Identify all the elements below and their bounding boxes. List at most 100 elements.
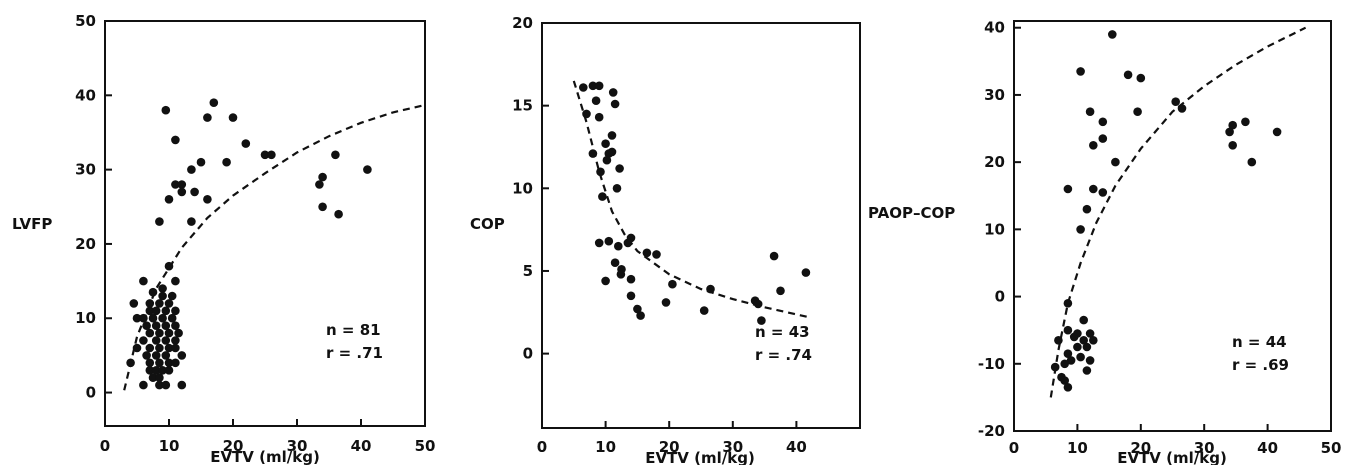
data-point	[139, 336, 148, 345]
data-point	[596, 167, 605, 177]
data-point	[1054, 336, 1063, 345]
x-tick-label: 10	[1067, 439, 1088, 457]
data-point	[1089, 336, 1098, 345]
data-point	[155, 373, 164, 383]
data-point	[610, 258, 620, 268]
data-point	[652, 250, 661, 259]
data-point	[190, 187, 199, 197]
data-point	[151, 366, 161, 375]
y-tick-label: 0	[523, 345, 533, 363]
data-point	[167, 313, 177, 323]
data-point	[145, 358, 155, 368]
data-point	[636, 311, 645, 320]
data-point	[602, 155, 612, 165]
data-point	[158, 291, 167, 301]
data-point	[598, 192, 607, 201]
data-point	[610, 99, 620, 109]
x-tick-label: 0	[1009, 439, 1019, 457]
data-point	[145, 343, 155, 353]
data-point	[626, 274, 636, 284]
x-axis-label: EVTV (ml/kg)	[1117, 449, 1227, 465]
data-point	[1063, 383, 1073, 392]
x-tick-label: 10	[159, 437, 180, 455]
data-point	[177, 180, 187, 189]
data-point	[1063, 349, 1073, 359]
data-point	[615, 164, 624, 173]
data-point	[177, 380, 187, 390]
data-point	[1133, 107, 1142, 116]
data-point	[315, 180, 324, 189]
data-point	[139, 276, 148, 286]
y-tick-label: 15	[512, 97, 533, 115]
data-point	[161, 105, 171, 115]
data-point	[699, 306, 709, 315]
data-point	[1228, 141, 1237, 150]
data-point	[633, 304, 642, 314]
data-point	[187, 165, 196, 174]
y-tick-label: 10	[512, 179, 533, 197]
y-tick-label: 40	[984, 19, 1005, 37]
data-point	[164, 343, 174, 353]
data-point	[155, 217, 164, 226]
data-point	[1063, 184, 1073, 194]
data-point	[1050, 362, 1060, 372]
data-point	[616, 270, 626, 279]
y-axis-label: COP	[470, 215, 505, 233]
data-point	[668, 279, 677, 289]
data-point	[148, 287, 158, 297]
data-point	[363, 165, 372, 174]
x-tick-label: 20	[223, 437, 244, 455]
data-point	[1063, 325, 1073, 335]
data-point	[171, 321, 180, 331]
plot-frame	[541, 22, 861, 429]
data-point	[579, 83, 588, 92]
data-point	[145, 328, 155, 338]
data-point	[757, 316, 766, 325]
data-point	[1123, 70, 1133, 80]
data-point	[1089, 141, 1098, 150]
data-point	[1060, 359, 1069, 369]
data-point	[151, 306, 161, 316]
data-point	[588, 81, 598, 91]
data-point	[145, 366, 155, 375]
y-tick-label: 20	[75, 235, 96, 253]
data-point	[1082, 366, 1092, 375]
data-point	[148, 313, 158, 323]
data-point	[588, 149, 598, 158]
data-point	[161, 380, 171, 390]
data-point	[1085, 356, 1095, 365]
data-point	[1111, 157, 1120, 167]
data-point	[222, 157, 231, 167]
y-tick-label: -10	[978, 355, 1005, 373]
x-axis-label: EVTV (ml/kg)	[210, 448, 320, 465]
data-point	[161, 336, 171, 345]
y-tick-label: 30	[984, 86, 1005, 104]
data-point	[228, 113, 238, 122]
data-point	[601, 139, 610, 148]
y-tick-label: 50	[75, 12, 96, 30]
x-tick-label: 0	[537, 438, 547, 456]
annotation-r: r = .69	[1232, 356, 1289, 374]
data-point	[155, 328, 164, 338]
panel-lvfp: 0 10 20 30 40 50 0 10 20 30 40 50 LVFP EVTV (ml/kg)…	[12, 12, 435, 465]
y-tick-label: 30	[75, 161, 96, 179]
x-tick-label: 10	[595, 438, 616, 456]
data-point	[1247, 157, 1257, 167]
data-point	[241, 139, 251, 148]
data-point	[171, 343, 180, 353]
y-tick-label: 20	[984, 153, 1005, 171]
x-axis-label: EVTV (ml/kg)	[645, 449, 755, 465]
x-tick-label: 20	[1130, 439, 1151, 457]
data-point	[155, 358, 164, 368]
data-point	[642, 248, 652, 258]
data-point	[1272, 127, 1282, 137]
x-tick-label: 30	[722, 438, 743, 456]
data-point	[769, 251, 779, 261]
y-tick-label: 0	[86, 384, 96, 402]
data-point	[145, 306, 155, 316]
data-point	[1098, 117, 1108, 127]
data-point	[1073, 342, 1082, 352]
data-point	[661, 298, 671, 307]
x-tick-label: 40	[351, 437, 372, 455]
data-point	[1136, 73, 1146, 83]
